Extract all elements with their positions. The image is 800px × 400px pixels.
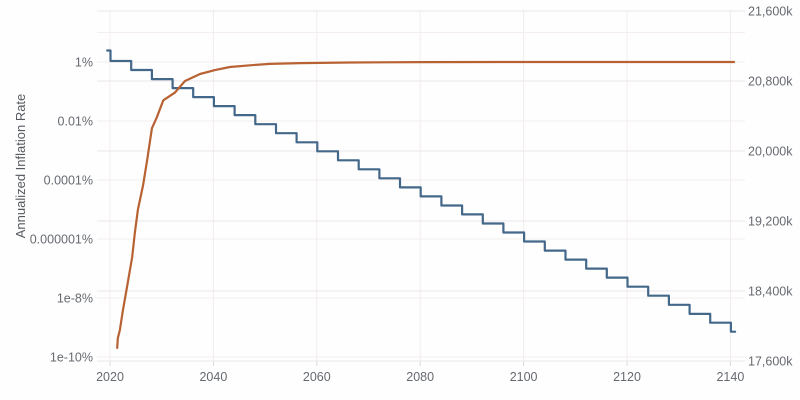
left-axis-tick-labels: 1% 0.01% 0.0001% 0.000001% 1e-8% 1e-10%	[30, 56, 93, 365]
right-axis-tick-label: 17,600k	[748, 355, 793, 369]
right-axis-tick-label: 19,200k	[748, 215, 793, 229]
left-axis-tick-label: 1e-8%	[57, 292, 93, 306]
x-axis-tick-label: 2140	[716, 370, 744, 384]
x-axis-tick-label: 2100	[510, 370, 538, 384]
right-axis-tick-label: 20,800k	[748, 75, 793, 89]
x-axis-tick-labels: 2020 2040 2060 2080 2100 2120 2140	[96, 370, 744, 384]
x-axis-tick-label: 2080	[406, 370, 434, 384]
left-axis-tick-label: 0.0001%	[44, 174, 93, 188]
left-axis-tick-label: 0.01%	[58, 115, 93, 129]
right-axis-tick-labels: 21,600k 20,800k 20,000k 19,200k 18,400k 17,60…	[748, 5, 793, 369]
x-axis-tick-label: 2040	[199, 370, 227, 384]
right-axis-tick-label: 18,400k	[748, 285, 793, 299]
right-axis-tick-label: 20,000k	[748, 145, 793, 159]
right-axis-gridlines	[97, 10, 745, 362]
x-axis-tick-label: 2020	[96, 370, 124, 384]
total-supply-line	[116, 60, 736, 349]
left-axis-tick-label: 1e-10%	[50, 351, 93, 365]
left-axis-gridlines	[97, 32, 745, 358]
x-axis-tick-label: 2120	[613, 370, 641, 384]
right-axis-tick-label: 21,600k	[748, 5, 793, 19]
vertical-gridlines	[109, 10, 731, 366]
x-axis-tick-label: 2060	[303, 370, 331, 384]
annualized-inflation-rate-line	[106, 49, 737, 333]
left-axis-tick-label: 1%	[75, 56, 93, 70]
left-axis-tick-label: 0.000001%	[30, 233, 93, 247]
left-axis-title: Annualized Inflation Rate	[13, 94, 28, 239]
series-lines	[106, 49, 737, 349]
